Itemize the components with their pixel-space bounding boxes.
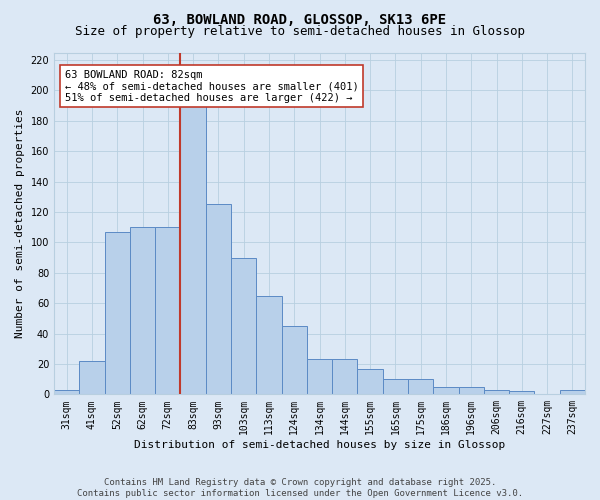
Bar <box>484 390 509 394</box>
Bar <box>79 361 104 394</box>
Bar <box>206 204 231 394</box>
Bar <box>256 296 281 394</box>
Bar <box>458 386 484 394</box>
Bar <box>560 390 585 394</box>
Bar <box>155 227 181 394</box>
Bar <box>307 360 332 394</box>
Bar <box>231 258 256 394</box>
Bar <box>433 386 458 394</box>
Y-axis label: Number of semi-detached properties: Number of semi-detached properties <box>15 108 25 338</box>
Bar <box>54 390 79 394</box>
X-axis label: Distribution of semi-detached houses by size in Glossop: Distribution of semi-detached houses by … <box>134 440 505 450</box>
Bar <box>281 326 307 394</box>
Text: Size of property relative to semi-detached houses in Glossop: Size of property relative to semi-detach… <box>75 25 525 38</box>
Bar <box>358 368 383 394</box>
Bar <box>383 379 408 394</box>
Bar <box>408 379 433 394</box>
Bar <box>181 90 206 395</box>
Text: 63, BOWLAND ROAD, GLOSSOP, SK13 6PE: 63, BOWLAND ROAD, GLOSSOP, SK13 6PE <box>154 12 446 26</box>
Bar <box>509 392 535 394</box>
Bar <box>130 227 155 394</box>
Bar <box>104 232 130 394</box>
Text: Contains HM Land Registry data © Crown copyright and database right 2025.
Contai: Contains HM Land Registry data © Crown c… <box>77 478 523 498</box>
Bar <box>332 360 358 394</box>
Text: 63 BOWLAND ROAD: 82sqm
← 48% of semi-detached houses are smaller (401)
51% of se: 63 BOWLAND ROAD: 82sqm ← 48% of semi-det… <box>65 70 358 103</box>
